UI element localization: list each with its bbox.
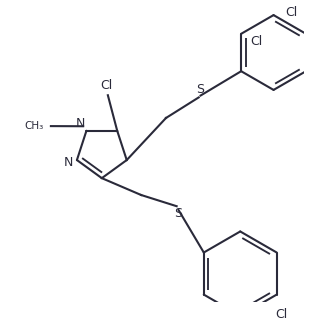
Text: Cl: Cl [285,6,297,19]
Text: N: N [63,156,73,169]
Text: CH₃: CH₃ [24,121,43,131]
Text: N: N [76,117,86,130]
Text: Cl: Cl [100,79,112,92]
Text: Cl: Cl [251,35,263,48]
Text: S: S [175,207,182,220]
Text: S: S [196,83,204,96]
Text: Cl: Cl [275,308,288,321]
